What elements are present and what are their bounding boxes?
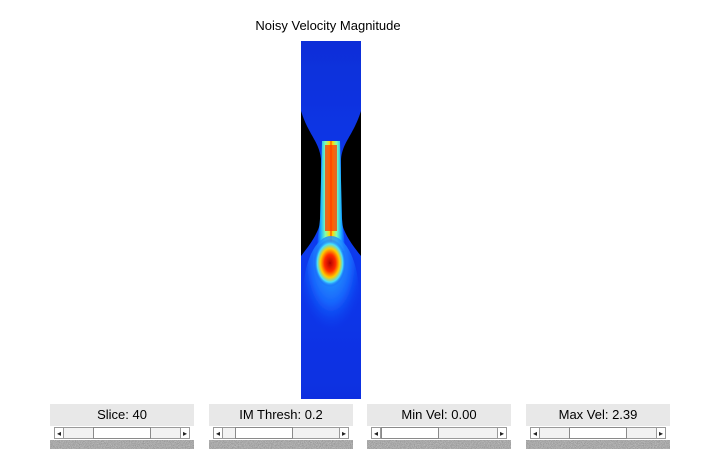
min-vel-slider-thumb[interactable] xyxy=(381,427,439,439)
min-vel-slider-right-arrow-icon[interactable]: ▸ xyxy=(497,427,507,439)
max-vel-control: Max Vel: 2.39 xyxy=(526,404,670,449)
im-thresh-slider-left-arrow-icon[interactable]: ◂ xyxy=(213,427,223,439)
max-vel-noise-strip xyxy=(526,440,670,449)
min-vel-slider-left-arrow-icon[interactable]: ◂ xyxy=(371,427,381,439)
im-thresh-noise-strip xyxy=(209,440,353,449)
plot-title: Noisy Velocity Magnitude xyxy=(255,18,401,33)
max-vel-slider-left-arrow-icon[interactable]: ◂ xyxy=(530,427,540,439)
im-thresh-slider-right-arrow-icon[interactable]: ▸ xyxy=(339,427,349,439)
max-vel-slider-right-arrow-icon[interactable]: ▸ xyxy=(656,427,666,439)
im-thresh-control: IM Thresh: 0.2 xyxy=(209,404,353,449)
slice-label: Slice: 40 xyxy=(50,404,194,426)
min-vel-label: Min Vel: 0.00 xyxy=(367,404,511,426)
slice-slider-left-arrow-icon[interactable]: ◂ xyxy=(54,427,64,439)
slice-control: Slice: 40 xyxy=(50,404,194,449)
im-thresh-label: IM Thresh: 0.2 xyxy=(209,404,353,426)
slice-noise-strip xyxy=(50,440,194,449)
velocity-magnitude-image xyxy=(301,41,361,399)
min-vel-control: Min Vel: 0.00 xyxy=(367,404,511,449)
max-vel-label: Max Vel: 2.39 xyxy=(526,404,670,426)
slice-slider-thumb[interactable] xyxy=(93,427,151,439)
slice-slider-right-arrow-icon[interactable]: ▸ xyxy=(180,427,190,439)
min-vel-noise-strip xyxy=(367,440,511,449)
im-thresh-slider-thumb[interactable] xyxy=(234,427,293,439)
max-vel-slider-thumb[interactable] xyxy=(569,427,627,439)
